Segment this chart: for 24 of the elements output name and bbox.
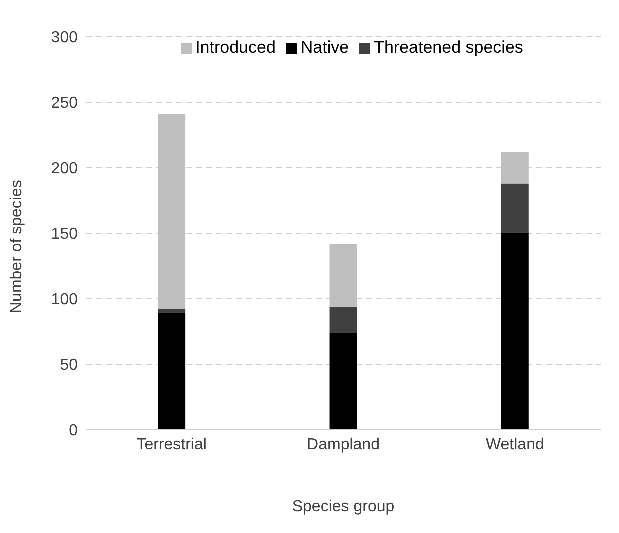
legend-label: Native [300, 38, 350, 57]
bar [158, 309, 186, 314]
y-tick-label: 300 [51, 30, 78, 47]
y-axis-title: Number of species [8, 180, 26, 314]
bar [330, 306, 358, 334]
bar [501, 234, 529, 430]
legend-label: Threatened species [374, 38, 524, 57]
bar [501, 152, 529, 184]
y-tick-label: 0 [69, 422, 78, 440]
bar [501, 184, 529, 234]
x-axis-title: Species group [292, 498, 395, 516]
y-tick-label: 50 [60, 357, 78, 374]
legend-label: Introduced [196, 38, 276, 57]
bar [330, 244, 358, 307]
y-tick-label: 250 [51, 95, 78, 112]
x-tick-label: Wetland [486, 436, 544, 454]
y-tick-label: 150 [51, 226, 78, 244]
bar [158, 114, 186, 310]
y-tick-label: 200 [51, 160, 78, 178]
y-tick-label: 100 [51, 292, 78, 309]
x-tick-label: Dampland [307, 436, 380, 454]
x-tick-label: Terrestrial [136, 436, 207, 454]
bar [158, 313, 186, 430]
bar [330, 333, 358, 430]
